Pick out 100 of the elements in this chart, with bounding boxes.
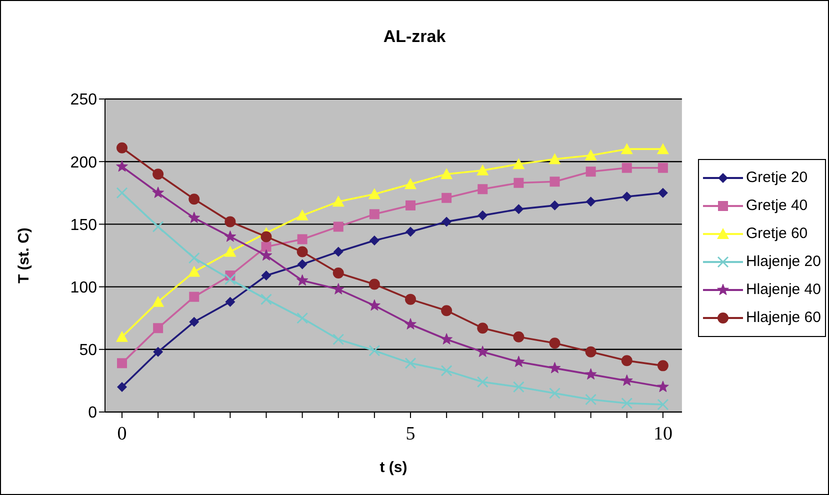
x-axis-title: t (s)	[380, 459, 408, 476]
point	[656, 380, 669, 392]
point	[584, 368, 597, 380]
x-tick-label: 5	[406, 423, 416, 444]
point	[117, 358, 127, 368]
legend-label: Gretje 60	[746, 225, 808, 242]
legend-label: Hlajenje 20	[746, 253, 821, 270]
point	[657, 360, 668, 372]
point	[548, 153, 561, 164]
point	[477, 322, 488, 334]
point	[512, 381, 524, 393]
point	[658, 162, 668, 173]
point	[512, 158, 525, 170]
point	[620, 143, 633, 154]
point	[658, 188, 668, 198]
legend-label: Gretje 20	[746, 169, 808, 186]
x-tick-label: 10	[653, 423, 672, 444]
point	[549, 387, 560, 399]
point	[188, 252, 200, 264]
y-tick-label: 50	[79, 342, 98, 360]
legend-label: Hlajenje 60	[746, 309, 821, 326]
point	[406, 200, 416, 210]
point	[332, 283, 344, 294]
point	[586, 166, 596, 177]
point	[512, 356, 525, 368]
point	[296, 209, 308, 220]
point	[549, 338, 560, 349]
point	[224, 246, 236, 257]
point	[405, 294, 416, 305]
point	[440, 168, 453, 180]
point	[548, 362, 561, 374]
point	[225, 296, 236, 307]
point	[116, 330, 128, 342]
point	[584, 149, 597, 160]
point	[188, 212, 200, 224]
point	[622, 192, 632, 202]
point	[621, 355, 632, 366]
point	[153, 323, 164, 334]
point	[550, 200, 560, 210]
y-axis-title: T (st. C)	[15, 228, 32, 284]
point	[153, 346, 164, 357]
point	[622, 162, 632, 173]
point	[297, 259, 308, 270]
point	[404, 318, 416, 330]
point	[189, 316, 200, 327]
point	[116, 142, 128, 154]
point	[332, 268, 344, 279]
point	[332, 334, 344, 346]
point	[621, 397, 633, 409]
point	[296, 274, 308, 286]
point	[152, 186, 164, 198]
y-tick-label: 0	[88, 404, 98, 422]
point	[369, 209, 380, 220]
point	[586, 196, 596, 207]
point	[152, 296, 164, 307]
point	[260, 231, 272, 242]
chart-title: AL-zrak	[382, 27, 447, 47]
y-tick-label: 200	[70, 154, 98, 172]
point	[152, 220, 164, 232]
point	[478, 210, 488, 220]
x-tick-label: 0	[117, 423, 127, 444]
y-tick-label: 150	[70, 216, 98, 234]
point	[440, 364, 452, 376]
point	[476, 346, 489, 358]
point	[368, 278, 380, 290]
point	[333, 222, 344, 232]
point	[476, 376, 488, 388]
point	[333, 246, 344, 257]
point	[296, 246, 308, 258]
legend-label: Hlajenje 40	[746, 281, 821, 298]
point	[368, 188, 380, 200]
y-tick-label: 250	[70, 92, 98, 109]
point	[656, 143, 669, 154]
point	[188, 266, 200, 277]
point	[224, 230, 236, 242]
point	[442, 192, 452, 203]
point	[152, 168, 164, 180]
point	[404, 178, 416, 190]
point	[368, 299, 380, 311]
point	[476, 164, 489, 176]
point	[404, 357, 416, 369]
point	[620, 374, 633, 386]
point	[550, 176, 560, 187]
point	[224, 216, 236, 228]
point	[116, 160, 128, 172]
point	[116, 187, 128, 199]
point	[117, 382, 127, 392]
point	[513, 331, 524, 342]
point	[260, 249, 272, 261]
point	[514, 178, 524, 188]
point	[368, 344, 380, 356]
point	[441, 305, 452, 316]
point	[585, 394, 597, 406]
point	[514, 204, 524, 214]
point	[440, 333, 453, 344]
point	[332, 196, 344, 207]
point	[296, 312, 308, 324]
point	[260, 294, 272, 306]
point	[297, 234, 308, 244]
point	[585, 346, 596, 358]
